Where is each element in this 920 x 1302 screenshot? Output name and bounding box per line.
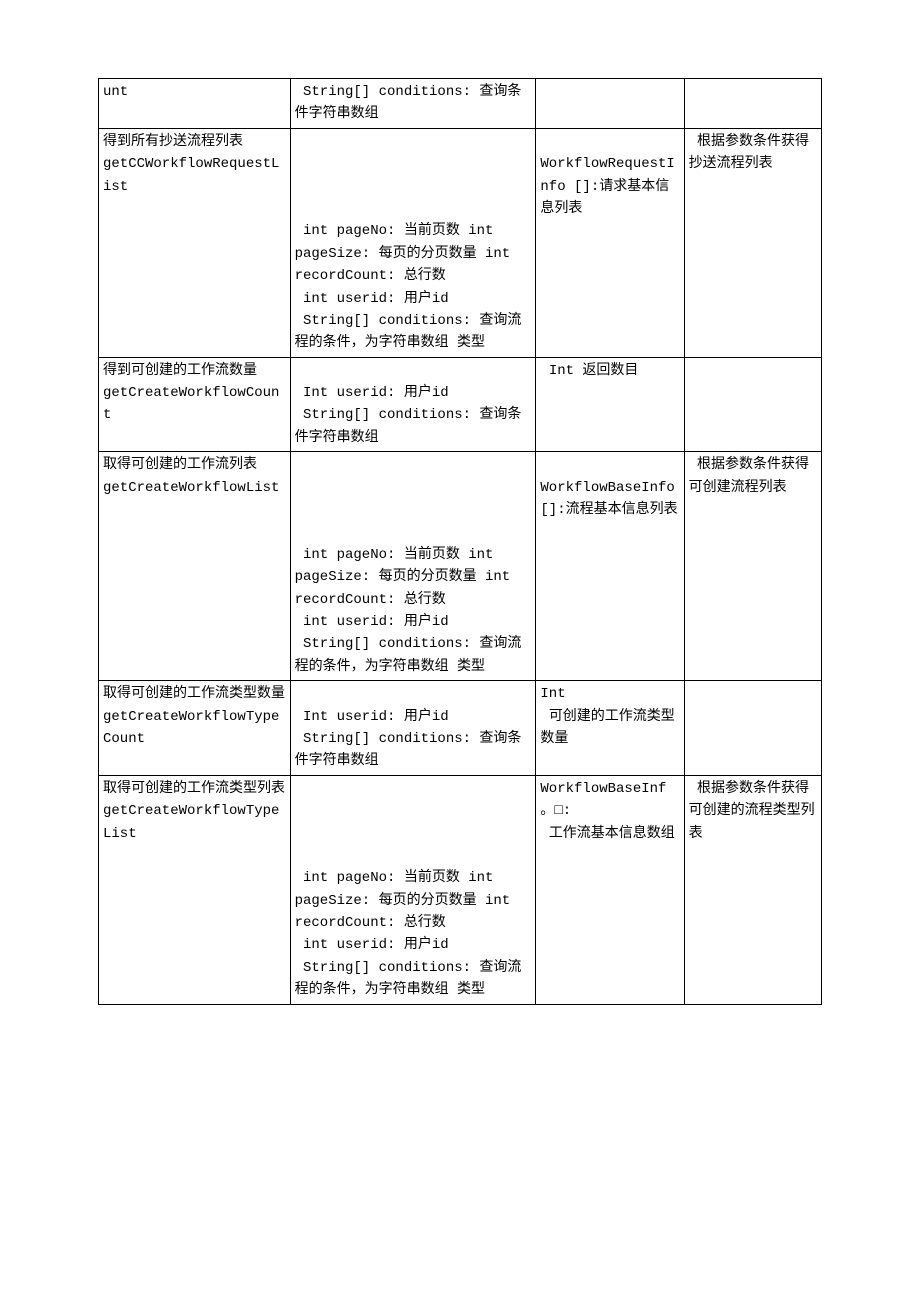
cell-params: String[] conditions: 查询条件字符串数组 [290, 79, 536, 129]
cell-method: 取得可创建的工作流类型列表getCreateWorkflowTypeList [99, 775, 291, 1004]
cell-method: unt [99, 79, 291, 129]
cell-return: Int 返回数目 [536, 357, 684, 452]
cell-method: 取得可创建的工作流类型数量getCreateWorkflowTypeCount [99, 681, 291, 776]
cell-desc: 根据参数条件获得可创建的流程类型列表 [684, 775, 821, 1004]
cell-method: 得到可创建的工作流数量getCreateWorkflowCount [99, 357, 291, 452]
cell-params: int pageNo: 当前页数 int pageSize: 每页的分页数量 i… [290, 775, 536, 1004]
cell-desc [684, 79, 821, 129]
table-row: 取得可创建的工作流类型数量getCreateWorkflowTypeCount … [99, 681, 822, 776]
cell-return: WorkflowBaseInf。□: 工作流基本信息数组 [536, 775, 684, 1004]
table-row: 得到所有抄送流程列表getCCWorkflowRequestList int p… [99, 128, 822, 357]
cell-params: Int userid: 用户id String[] conditions: 查询… [290, 681, 536, 776]
table-row: unt String[] conditions: 查询条件字符串数组 [99, 79, 822, 129]
table-body: unt String[] conditions: 查询条件字符串数组 得到所有抄… [99, 79, 822, 1005]
cell-method: 取得可创建的工作流列表getCreateWorkflowList [99, 452, 291, 681]
cell-params: int pageNo: 当前页数 int pageSize: 每页的分页数量 i… [290, 452, 536, 681]
cell-desc [684, 357, 821, 452]
cell-return: WorkflowRequestInfo []:请求基本信息列表 [536, 128, 684, 357]
cell-method: 得到所有抄送流程列表getCCWorkflowRequestList [99, 128, 291, 357]
table-row: 得到可创建的工作流数量getCreateWorkflowCount Int us… [99, 357, 822, 452]
cell-return: WorkflowBaseInfo []:流程基本信息列表 [536, 452, 684, 681]
cell-desc [684, 681, 821, 776]
cell-return [536, 79, 684, 129]
api-table: unt String[] conditions: 查询条件字符串数组 得到所有抄… [98, 78, 822, 1005]
cell-desc: 根据参数条件获得可创建流程列表 [684, 452, 821, 681]
table-row: 取得可创建的工作流列表getCreateWorkflowList int pag… [99, 452, 822, 681]
cell-params: int pageNo: 当前页数 int pageSize: 每页的分页数量 i… [290, 128, 536, 357]
cell-params: Int userid: 用户id String[] conditions: 查询… [290, 357, 536, 452]
cell-return: Int 可创建的工作流类型数量 [536, 681, 684, 776]
table-row: 取得可创建的工作流类型列表getCreateWorkflowTypeList i… [99, 775, 822, 1004]
cell-desc: 根据参数条件获得抄送流程列表 [684, 128, 821, 357]
